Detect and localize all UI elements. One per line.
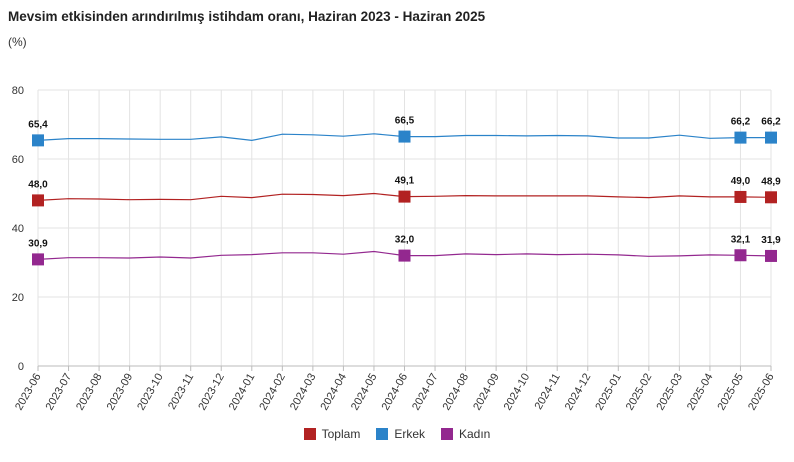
x-tick-label: 2025-04 [685,372,716,413]
x-tick-label: 2025-02 [624,372,655,413]
x-tick-label: 2024-11 [533,372,563,412]
data-label-toplam: 49,1 [395,176,415,187]
x-tick-label: 2024-10 [502,372,533,413]
legend: Toplam Erkek Kadın [0,427,794,441]
data-label-erkek: 65,4 [28,119,48,130]
x-tick-label: 2023-09 [105,372,136,413]
x-tick-label: 2024-02 [257,372,288,413]
data-label-kadin: 30,9 [28,238,48,249]
y-tick-label: 40 [12,223,24,235]
x-tick-label: 2025-05 [715,372,746,413]
legend-item-kadin[interactable]: Kadın [441,427,490,441]
legend-swatch-erkek [376,428,389,440]
x-tick-label: 2023-07 [44,372,75,413]
data-marker-erkek [765,131,777,144]
data-marker-toplam [32,194,44,207]
x-tick-label: 2024-04 [318,372,349,413]
data-label-erkek: 66,2 [761,117,781,128]
x-tick-label: 2025-01 [593,372,624,413]
x-tick-label: 2023-12 [196,372,227,413]
legend-label-toplam: Toplam [321,427,361,441]
data-marker-toplam [734,190,747,203]
x-tick-label: 2024-01 [227,372,258,413]
x-tick-label: 2025-06 [746,372,777,413]
legend-item-erkek[interactable]: Erkek [376,427,425,441]
legend-label-kadin: Kadın [459,427,491,441]
x-tick-label: 2023-11 [166,372,196,412]
y-tick-label: 60 [12,154,24,166]
y-tick-label: 0 [18,361,24,373]
data-marker-erkek [398,130,411,143]
data-label-erkek: 66,5 [395,116,415,127]
x-tick-label: 2025-03 [654,372,685,413]
y-tick-label: 20 [12,292,24,304]
x-tick-label: 2024-09 [471,372,502,413]
data-marker-kadin [765,249,777,262]
x-tick-label: 2023-08 [74,372,105,413]
x-tick-label: 2024-06 [380,372,411,413]
data-marker-kadin [398,249,411,262]
data-label-kadin: 31,9 [761,235,781,246]
x-tick-label: 2024-08 [441,372,472,413]
series-lines [32,130,777,266]
legend-item-toplam[interactable]: Toplam [303,427,361,441]
data-labels: 48,0 49,1 49,0 48,9 65,4 66,5 66,2 66,2 30,9 32,0… [28,116,781,250]
data-label-toplam: 48,9 [761,176,781,187]
x-tick-label: 2024-05 [349,372,380,413]
legend-label-erkek: Erkek [394,427,425,441]
chart-title: Mevsim etkisinden arındırılmış istihdam … [8,9,486,24]
x-tick-label: 2023-06 [13,372,44,413]
data-label-kadin: 32,0 [395,235,415,246]
data-label-erkek: 66,2 [731,117,751,128]
data-label-toplam: 49,0 [731,176,751,187]
legend-swatch-toplam [303,428,316,440]
data-marker-erkek [734,131,747,144]
data-marker-toplam [765,191,777,204]
x-tick-label: 2024-07 [410,372,441,413]
axes: 2023-06 2023-07 2023-08 2023-09 2023-10 2023-… [12,85,777,412]
legend-swatch-kadin [441,428,453,440]
data-marker-kadin [32,253,44,266]
line-chart: 2023-06 2023-07 2023-08 2023-09 2023-10 2023-… [12,85,781,412]
unit-label: (%) [8,35,27,49]
x-tick-label: 2024-12 [563,372,594,413]
data-label-toplam: 48,0 [28,179,48,190]
data-marker-erkek [32,134,44,147]
data-label-kadin: 32,1 [731,234,751,245]
data-marker-kadin [734,249,747,262]
y-tick-label: 80 [12,85,24,97]
data-marker-toplam [398,190,411,203]
x-tick-label: 2023-10 [135,372,166,413]
x-tick-label: 2024-03 [288,372,319,413]
